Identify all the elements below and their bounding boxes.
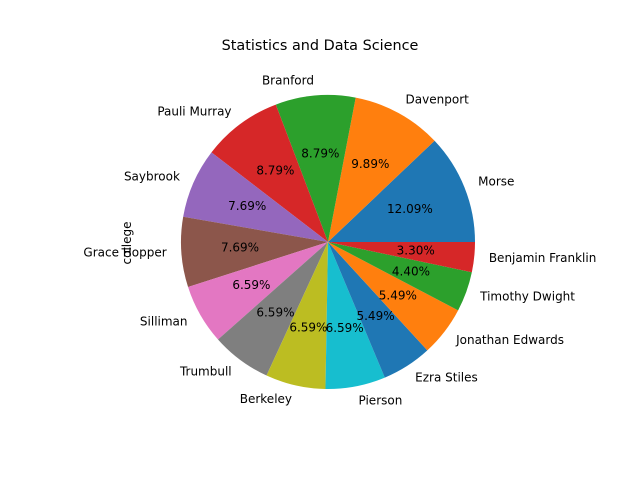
pie-slice [211,104,328,242]
pie-slice [183,152,328,242]
slice-label: Benjamin Franklin [489,251,596,265]
slice-percent-label: 6.59% [326,321,364,335]
chart-title: Statistics and Data Science [222,38,419,54]
pie-slice [328,242,472,311]
pie-slice [275,94,356,242]
slice-label: Branford [262,73,314,87]
slice-label: Jonathan Edwards [455,333,564,347]
slice-percent-label: 7.69% [221,241,259,255]
slice-label: Trumbull [179,364,232,378]
pie-slice [325,242,385,390]
slice-percent-label: 8.79% [256,164,294,178]
slice-label: Morse [478,175,514,189]
slice-label: Berkeley [240,392,292,406]
pie-slice [328,97,435,242]
slice-percent-label: 9.89% [351,157,389,171]
slice-label: Pauli Murray [157,105,231,119]
pie-slice [328,242,459,351]
slice-percent-label: 6.59% [256,305,294,319]
slice-percent-label: 6.59% [232,278,270,292]
pie-slice [217,242,328,376]
slice-percent-label: 4.40% [392,264,430,278]
pie-slice [328,242,428,378]
pie-slice [181,216,328,287]
pie-slice [188,242,328,340]
slice-percent-label: 6.59% [289,320,327,334]
pie-labels: Morse 12.09% Davenport 9.89% Branford 8.79% Pa… [83,73,596,407]
pie-slices [181,94,475,390]
y-axis-label: college [120,222,134,265]
pie-slice [328,242,475,273]
slice-label: Saybrook [124,169,180,183]
slice-label: Grace Hopper [83,246,166,260]
pie-slice [266,242,328,389]
slice-label: Silliman [140,315,188,329]
slice-percent-label: 7.69% [228,199,266,213]
slice-label: Timothy Dwight [479,289,575,303]
pie-slice [328,140,475,242]
slice-percent-label: 3.30% [397,244,435,258]
slice-percent-label: 8.79% [301,147,339,161]
slice-percent-label: 5.49% [356,309,394,323]
slice-label: Pierson [359,393,403,407]
slice-label: Ezra Stiles [415,371,478,385]
slice-label: Davenport [406,93,470,107]
slice-percent-label: 12.09% [387,202,433,216]
slice-percent-label: 5.49% [379,288,417,302]
